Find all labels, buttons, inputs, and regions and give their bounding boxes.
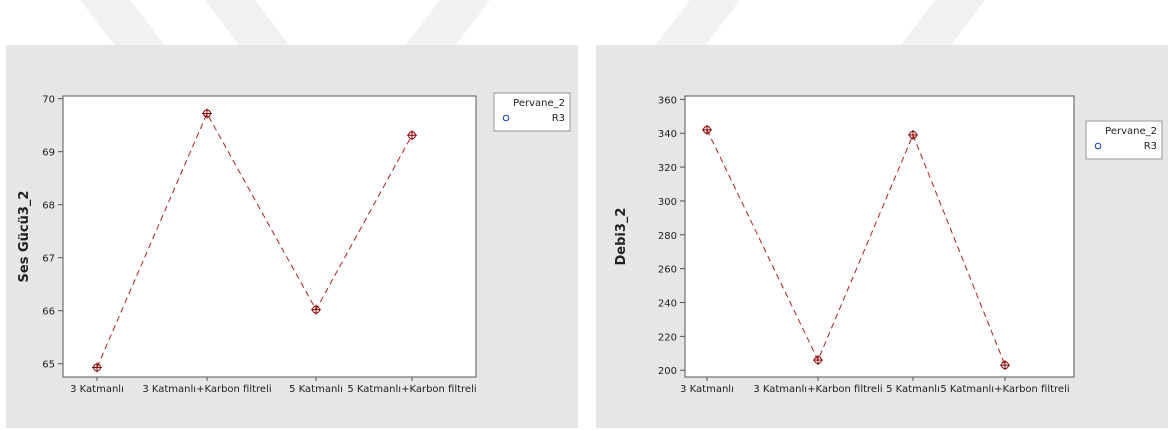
y-tick-label: 67 xyxy=(42,254,55,265)
data-point xyxy=(202,108,212,119)
plot-area xyxy=(62,95,477,378)
y-tick-label: 200 xyxy=(658,366,677,377)
data-point xyxy=(311,304,321,315)
y-tick-label: 360 xyxy=(658,95,677,106)
y-tick-label: 340 xyxy=(658,129,677,140)
data-point xyxy=(1000,360,1010,371)
y-tick-label: 69 xyxy=(42,148,55,159)
y-tick-label: 220 xyxy=(658,332,677,343)
y-tick-label: 280 xyxy=(658,231,677,242)
series-line xyxy=(96,112,413,368)
series-line xyxy=(706,129,1006,366)
y-tick-label: 300 xyxy=(658,197,677,208)
chart-panel-debi: 200 220 240 260 280 300 320 340 360 Debi3_2 3 Katm… xyxy=(596,45,1168,428)
y-tick-label: 66 xyxy=(42,307,55,318)
data-point xyxy=(908,129,918,140)
y-axis-label: Debi3_2 xyxy=(614,208,629,266)
x-category-label: 3 Katmanlı xyxy=(680,384,734,395)
data-point xyxy=(407,130,417,141)
y-tick-label: 320 xyxy=(658,163,677,174)
legend-marker-icon xyxy=(502,114,510,122)
x-category-label: 3 Katmanlı+Karbon filtreli xyxy=(142,384,271,395)
legend-entry: R3 xyxy=(1144,141,1157,152)
y-tick-label: 240 xyxy=(658,299,677,310)
plot-area xyxy=(684,95,1075,378)
y-tick-label: 260 xyxy=(658,265,677,276)
x-category-label: 3 Katmanlı xyxy=(70,384,124,395)
legend: Pervane_2 R3 xyxy=(493,92,571,132)
y-tick-label: 70 xyxy=(42,95,55,106)
y-axis-label: Ses Gücü3_2 xyxy=(17,191,32,283)
y-tick-label: 65 xyxy=(42,360,55,371)
x-category-label: 5 Katmanlı+Karbon filtreli xyxy=(347,384,476,395)
legend: Pervane_2 R3 xyxy=(1085,120,1163,160)
line-chart-debi: 200 220 240 260 280 300 320 340 360 Debi3_2 3 Katm… xyxy=(614,95,1163,395)
y-tick-label: 68 xyxy=(42,201,55,212)
x-category-label: 5 Katmanlı xyxy=(289,384,343,395)
x-category-label: 5 Katmanlı+Karbon filtreli xyxy=(940,384,1069,395)
legend-title: Pervane_2 xyxy=(513,98,565,109)
x-category-label: 3 Katmanlı+Karbon filtreli xyxy=(753,384,882,395)
x-category-label: 5 Katmanlı xyxy=(886,384,940,395)
legend-entry: R3 xyxy=(552,113,565,124)
line-chart-ses-gucu: 65 66 67 68 69 70 Ses Gücü3_2 3 Katmanlı 3 Katma… xyxy=(17,92,571,395)
data-point xyxy=(702,124,712,135)
legend-title: Pervane_2 xyxy=(1105,126,1157,137)
data-point xyxy=(813,355,823,366)
legend-marker-icon xyxy=(1094,142,1102,150)
watermark-band xyxy=(80,0,985,46)
chart-panel-ses-gucu: 65 66 67 68 69 70 Ses Gücü3_2 3 Katmanlı 3 Katma… xyxy=(6,45,578,428)
data-point xyxy=(92,362,102,373)
